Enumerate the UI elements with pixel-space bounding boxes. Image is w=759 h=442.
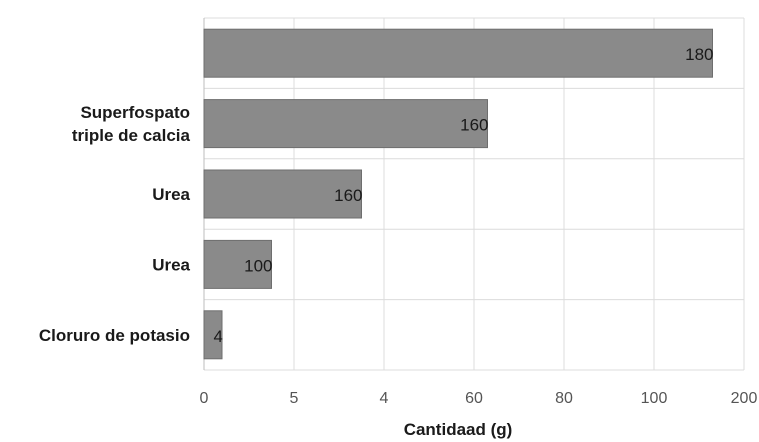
bar xyxy=(203,239,272,289)
x-tick-label: 60 xyxy=(465,390,483,407)
category-label: Cloruro de potasio xyxy=(39,326,190,345)
category-label: Urea xyxy=(152,255,190,274)
labels: 0 5 4 60 80 100 200 180 160 Superfospato triple de… xyxy=(39,45,758,407)
x-tick-label: 5 xyxy=(290,390,299,407)
bar xyxy=(203,169,362,219)
x-tick-label: 80 xyxy=(555,390,573,407)
bar xyxy=(203,28,713,78)
x-tick-label: 200 xyxy=(731,390,758,407)
category-label: Superfospato triple de calcia xyxy=(72,103,191,145)
bar-data-label: 160 xyxy=(460,116,488,135)
x-tick-label: 4 xyxy=(380,390,389,407)
bar-data-label: 180 xyxy=(685,45,713,64)
bar-data-label: 160 xyxy=(334,186,362,205)
x-axis-title: Cantidaad (g) xyxy=(404,420,513,439)
bar-data-label: 100 xyxy=(244,256,272,275)
bar xyxy=(203,310,223,360)
bar xyxy=(203,99,488,149)
bars xyxy=(203,28,713,360)
x-tick-label: 100 xyxy=(641,390,668,407)
bar-data-label: 4 xyxy=(214,327,223,346)
x-tick-label: 0 xyxy=(200,390,209,407)
category-label: Urea xyxy=(152,185,190,204)
